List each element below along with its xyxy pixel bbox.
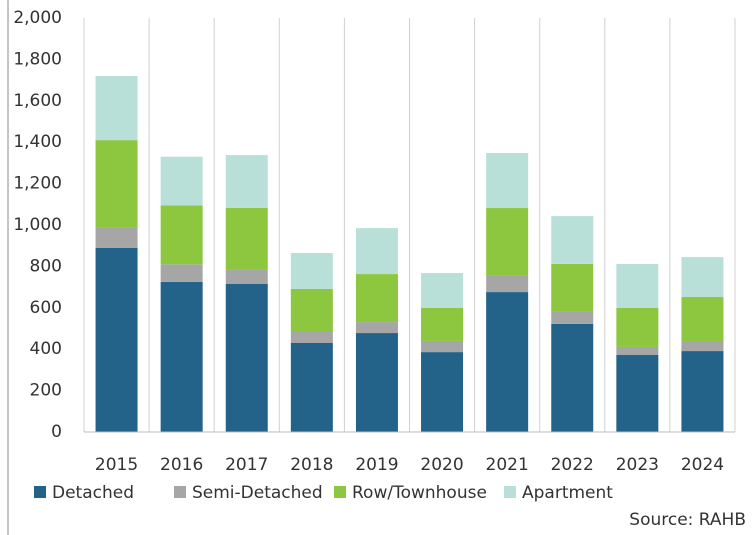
bar-segment <box>95 140 138 228</box>
bar-segment <box>681 257 724 298</box>
bar-segment <box>551 263 594 312</box>
bar-segment <box>160 205 203 265</box>
legend-label: Row/Townhouse <box>352 483 487 503</box>
bar-segment <box>95 227 138 248</box>
x-tick-label: 2020 <box>420 455 463 475</box>
bar-segment <box>355 322 398 334</box>
bar-segment <box>355 333 398 432</box>
bar-segment <box>355 274 398 323</box>
y-tick-label: 600 <box>30 298 62 318</box>
bar-segment <box>95 247 138 432</box>
bar-segment <box>421 273 464 309</box>
bar-segment <box>160 156 203 206</box>
bar-segment <box>551 216 594 264</box>
bar-segment <box>681 341 724 352</box>
bar-segment <box>160 281 203 432</box>
bar-segment <box>95 75 138 141</box>
bar-segment <box>616 263 659 309</box>
bar-segment <box>616 346 659 355</box>
x-tick-label: 2016 <box>160 455 203 475</box>
bar-segment <box>225 283 268 432</box>
bar-segment <box>290 330 333 343</box>
x-tick-label: 2017 <box>225 455 268 475</box>
bar-segment <box>551 311 594 324</box>
bar-segment <box>421 308 464 341</box>
legend-label: Apartment <box>522 483 613 503</box>
bar-segment <box>681 297 724 342</box>
legend-label: Semi-Detached <box>192 483 323 503</box>
legend-swatch <box>504 486 516 498</box>
legend-label: Detached <box>52 483 134 503</box>
x-tick-label: 2015 <box>95 455 138 475</box>
x-tick-label: 2024 <box>681 455 724 475</box>
legend-swatch <box>334 486 346 498</box>
bar-segment <box>290 252 333 289</box>
y-tick-label: 1,800 <box>13 49 62 69</box>
bar-segment <box>225 269 268 284</box>
y-tick-label: 2,000 <box>13 8 62 28</box>
x-tick-label: 2022 <box>551 455 594 475</box>
y-tick-label: 400 <box>30 339 62 359</box>
y-tick-label: 1,600 <box>13 91 62 111</box>
legend-swatch <box>34 486 46 498</box>
bar-segment <box>486 275 529 293</box>
y-tick-label: 1,000 <box>13 215 62 235</box>
bar-segment <box>486 208 529 276</box>
bar-segment <box>421 340 464 353</box>
y-tick-label: 0 <box>51 422 62 442</box>
y-tick-label: 800 <box>30 256 62 276</box>
x-tick-label: 2023 <box>616 455 659 475</box>
y-tick-label: 1,200 <box>13 174 62 194</box>
x-tick-label: 2021 <box>486 455 529 475</box>
legend-swatch <box>174 486 186 498</box>
bar-segment <box>486 152 529 209</box>
bar-segment <box>290 288 333 331</box>
bar-segment <box>290 342 333 432</box>
bar-segment <box>681 351 724 432</box>
bar-segment <box>160 264 203 282</box>
bar-segment <box>616 354 659 432</box>
bar-segment <box>225 207 268 270</box>
bar-segment <box>551 323 594 432</box>
x-tick-label: 2018 <box>290 455 333 475</box>
bar-segment <box>616 308 659 347</box>
bar-segment <box>421 352 464 432</box>
y-tick-label: 1,400 <box>13 132 62 152</box>
bar-segment <box>355 228 398 275</box>
x-tick-label: 2019 <box>355 455 398 475</box>
y-tick-label: 200 <box>30 381 62 401</box>
source-note: Source: RAHB <box>629 510 746 530</box>
bar-segment <box>486 292 529 432</box>
bar-segment <box>225 155 268 208</box>
